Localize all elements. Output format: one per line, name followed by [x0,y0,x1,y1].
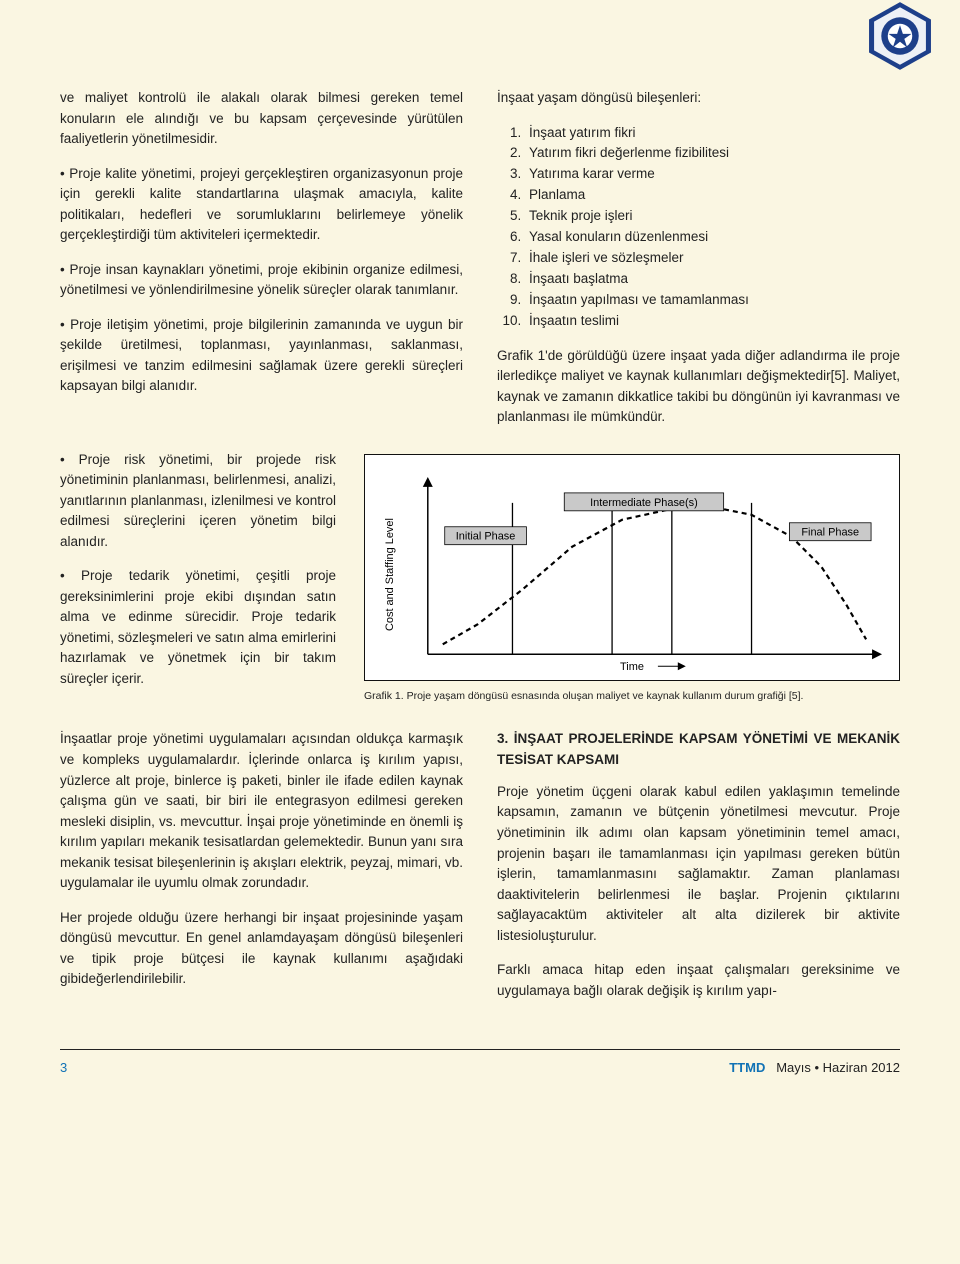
upper-columns: ve maliyet kontrolü ile alakalı olarak b… [60,88,900,442]
para: Farklı amaca hitap eden inşaat çalışmala… [497,960,900,1001]
list-item: İnşaat yatırım fikri [525,123,900,144]
para: Grafik 1'de görüldüğü üzere inşaat yada … [497,346,900,428]
list-item: Planlama [525,185,900,206]
para: Proje yönetim üçgeni olarak kabul edilen… [497,782,900,946]
list-item: Yatırıma karar verme [525,164,900,185]
svg-text:Final Phase: Final Phase [801,527,859,539]
footer-page-number: 3 [60,1060,67,1075]
list-item: İnşaatın teslimi [525,311,900,332]
list-item: İhale işleri ve sözleşmeler [525,248,900,269]
org-logo-badge [864,0,936,72]
list-item: Yasal konuların düzenlenmesi [525,227,900,248]
para: ve maliyet kontrolü ile alakalı olarak b… [60,88,463,150]
footer-right: TTMD Mayıs • Haziran 2012 [729,1060,900,1075]
chart-caption: Grafik 1. Proje yaşam döngüsü esnasında … [364,689,900,703]
lower-columns: İnşaatlar proje yönetimi uygulamaları aç… [60,729,900,1015]
lower-left-column: İnşaatlar proje yönetimi uygulamaları aç… [60,729,463,1015]
footer-issue: Mayıs • Haziran 2012 [776,1060,900,1075]
wrap-row: • Proje risk yönetimi, bir projede risk … [60,450,900,704]
list-item: İnşaatı başlatma [525,269,900,290]
page-footer: 3 TTMD Mayıs • Haziran 2012 [60,1049,900,1075]
wrap-left-text: • Proje risk yönetimi, bir projede risk … [60,450,336,704]
svg-text:Time: Time [620,661,644,673]
para: • Proje risk yönetimi, bir projede risk … [60,450,336,553]
footer-brand: TTMD [729,1060,765,1075]
section-heading: 3. İNŞAAT PROJELERİNDE KAPSAM YÖNETİMİ V… [497,729,900,770]
para: • Proje tedarik yönetimi, çeşitli proje … [60,566,336,689]
lower-right-column: 3. İNŞAAT PROJELERİNDE KAPSAM YÖNETİMİ V… [497,729,900,1015]
svg-text:Cost and Staffing Level: Cost and Staffing Level [384,518,396,631]
svg-text:Initial Phase: Initial Phase [456,531,516,543]
para: • Proje insan kaynakları yönetimi, proje… [60,260,463,301]
lifecycle-list: İnşaat yatırım fikri Yatırım fikri değer… [497,123,900,332]
para: İnşaatlar proje yönetimi uygulamaları aç… [60,729,463,893]
list-item: İnşaatın yapılması ve tamamlanması [525,290,900,311]
para: • Proje iletişim yönetimi, proje bilgile… [60,315,463,397]
list-item: Teknik proje işleri [525,206,900,227]
list-title: İnşaat yaşam döngüsü bileşenleri: [497,88,900,109]
svg-text:Intermediate Phase(s): Intermediate Phase(s) [590,497,698,509]
list-item: Yatırım fikri değerlenme fizibilitesi [525,143,900,164]
upper-right-column: İnşaat yaşam döngüsü bileşenleri: İnşaat… [497,88,900,442]
para: Her projede olduğu üzere herhangi bir in… [60,908,463,990]
upper-left-column: ve maliyet kontrolü ile alakalı olarak b… [60,88,463,442]
para: • Proje kalite yönetimi, projeyi gerçekl… [60,164,463,246]
lifecycle-chart: Initial Phase Intermediate Phase(s) Final … [364,454,900,681]
chart-container: Initial Phase Intermediate Phase(s) Final … [364,450,900,704]
